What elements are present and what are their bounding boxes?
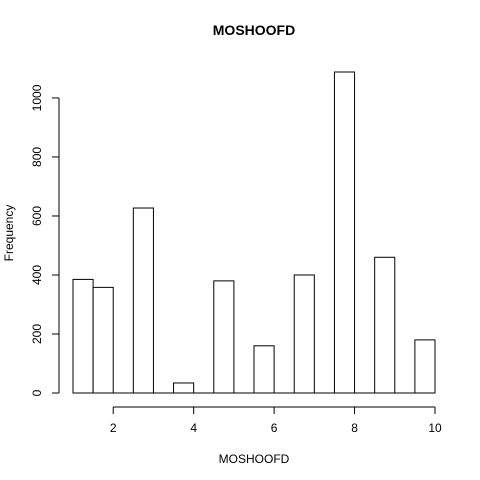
y-tick-label: 200 [30,324,44,344]
x-tick-label: 2 [110,421,117,435]
histogram-bar [253,345,275,394]
histogram-bar [374,256,396,394]
x-tick-label: 8 [351,421,358,435]
histogram-bar [213,280,235,394]
histogram-bar [333,71,356,394]
x-tick-label: 4 [190,421,197,435]
y-tick-label: 1000 [30,84,44,111]
histogram-bar [173,382,195,394]
x-axis-label: MOSHOOFD [219,452,290,466]
x-axis: 2 4 6 8 10 [110,406,442,435]
histogram-bar [72,278,94,394]
y-tick-label: 800 [30,147,44,167]
x-tick-label: 10 [428,421,442,435]
histogram-bar [92,286,114,394]
y-tick-label: 400 [30,265,44,285]
bars-group [72,71,436,394]
x-tick-label: 6 [271,421,278,435]
y-tick-label: 600 [30,206,44,226]
y-axis: 0 200 400 600 800 1000 [30,84,60,396]
histogram-bar [132,207,154,394]
y-tick-label: 0 [30,389,44,396]
histogram-bar [414,339,436,394]
y-axis-label: Frequency [2,205,16,262]
chart-title: MOSHOOFD [213,22,295,38]
histogram-bar [293,274,315,394]
